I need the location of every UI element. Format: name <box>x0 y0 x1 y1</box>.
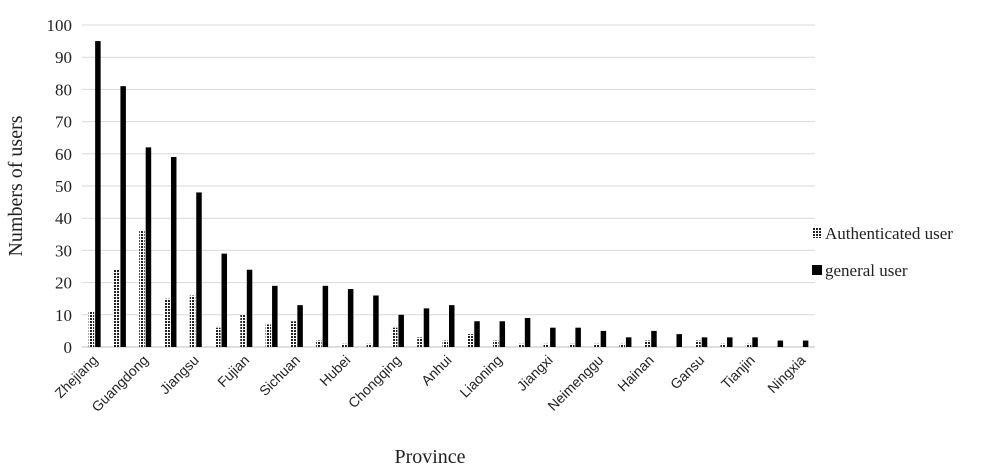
y-tick-label: 90 <box>55 48 72 67</box>
x-tick-label: Sichuan <box>256 352 303 399</box>
bar-general-hunan <box>322 285 329 347</box>
bar-authenticated-zhejiang <box>88 311 95 347</box>
x-tick-label: Jiangxi <box>514 352 556 394</box>
x-tick-label: Ningxia <box>764 352 808 396</box>
x-tick-label: Fujian <box>214 352 252 390</box>
bar-authenticated-gansu <box>695 340 701 347</box>
bar-general-neimenggu <box>600 330 607 347</box>
bar-general-hainan <box>651 330 657 347</box>
bar-general-guangxi <box>524 318 531 347</box>
bar-general-hebei <box>373 295 379 347</box>
bar-general-shandong <box>221 253 228 347</box>
x-tick-label: Jiangsu <box>156 352 201 397</box>
bar-authenticated-yunnan <box>467 334 474 347</box>
bar-authenticated-hainan <box>644 340 651 347</box>
bar-general-guizhou <box>676 334 682 347</box>
y-tick-label: 80 <box>55 80 72 99</box>
bar-general-gansu <box>701 337 708 347</box>
bar-authenticated-neimenggu <box>594 343 600 347</box>
bar-general-yunnan <box>474 321 480 347</box>
x-tick-label: Zhejiang <box>51 352 100 401</box>
bar-authenticated-shandong <box>215 327 221 347</box>
legend-swatch-authenticated <box>812 228 822 238</box>
x-axis-title: Province <box>394 446 465 468</box>
x-tick-label: Liaoning <box>456 352 505 401</box>
bar-authenticated-jiangsu <box>189 295 196 347</box>
bar-authenticated-liaoning <box>493 340 499 347</box>
bar-general-jiangsu <box>196 192 202 347</box>
legend-swatch-general <box>812 265 822 275</box>
bar-authenticated-anhui <box>442 340 448 347</box>
legend: Authenticated user general user <box>812 224 953 280</box>
bar-authenticated-guangxi <box>518 343 524 347</box>
legend-label-general: general user <box>825 261 908 280</box>
bar-general-chongqing <box>398 314 404 347</box>
bar-authenticated-heilongjiang <box>568 343 575 347</box>
bar-general-jiangxi <box>550 327 556 347</box>
bar-authenticated-guangdong <box>139 231 145 347</box>
x-tick-label: Gansu <box>667 352 707 392</box>
bar-general-hubei <box>347 289 354 347</box>
bar-authenticated-sichuan <box>290 321 297 347</box>
y-axis-ticks: 0 10 20 30 40 50 60 70 80 90 100 <box>47 16 73 357</box>
y-tick-label: 40 <box>55 209 72 228</box>
bar-general-xinjiang <box>727 337 733 347</box>
bar-authenticated-hebei <box>366 343 373 347</box>
bars <box>88 41 809 348</box>
y-tick-label: 70 <box>55 113 72 132</box>
y-tick-label: 10 <box>55 306 72 325</box>
bar-general-fujian <box>246 269 253 347</box>
bar-authenticated-tianjin <box>745 343 752 347</box>
x-tick-label: Chongqing <box>345 352 404 411</box>
legend-label-authenticated: Authenticated user <box>825 224 953 243</box>
y-tick-label: 100 <box>47 16 73 35</box>
bar-general-heilongjiang <box>575 327 581 347</box>
y-tick-label: 60 <box>55 145 72 164</box>
gridlines <box>82 24 815 316</box>
bar-authenticated-xinjiang <box>720 343 727 347</box>
bar-authenticated-shanghai <box>113 269 120 347</box>
bar-authenticated-chongqing <box>391 327 398 347</box>
bar-authenticated-hubei <box>341 343 347 347</box>
legend-item-authenticated: Authenticated user <box>812 224 953 243</box>
x-tick-label: Anhui <box>418 352 455 389</box>
bar-general-ningxia <box>802 340 809 347</box>
bar-general-tianjin <box>752 337 758 347</box>
bar-general-anhui <box>449 305 455 347</box>
bar-general-guangdong <box>145 147 152 347</box>
bar-authenticated-hunan <box>316 340 322 347</box>
bar-authenticated-jiangxi <box>543 343 550 347</box>
y-axis-title: Numbers of users <box>5 115 27 256</box>
x-tick-label: Hainan <box>614 352 657 395</box>
bar-authenticated-henan <box>265 324 272 347</box>
bar-general-qinghai <box>777 340 784 347</box>
y-tick-label: 0 <box>64 338 73 357</box>
bar-general-shanxi <box>423 308 430 347</box>
bar-authenticated-beijing <box>164 298 170 347</box>
legend-item-general: general user <box>812 261 908 280</box>
bar-authenticated-shanxi <box>417 337 423 347</box>
bar-general-liaoning <box>499 321 506 347</box>
bar-general-sichuan <box>297 305 303 347</box>
bar-general-shanghai <box>120 86 126 348</box>
bar-general-zhejiang <box>95 41 101 347</box>
bar-authenticated-jilin <box>619 343 625 347</box>
x-tick-label: Hubei <box>316 352 353 389</box>
bar-general-beijing <box>170 157 177 347</box>
bar-authenticated-fujian <box>240 314 246 347</box>
x-tick-label: Tianjin <box>718 352 758 392</box>
y-tick-label: 20 <box>55 274 72 293</box>
bar-general-henan <box>272 285 278 347</box>
bar-general-jilin <box>625 337 632 347</box>
y-tick-label: 30 <box>55 241 72 260</box>
y-tick-label: 50 <box>55 177 72 196</box>
